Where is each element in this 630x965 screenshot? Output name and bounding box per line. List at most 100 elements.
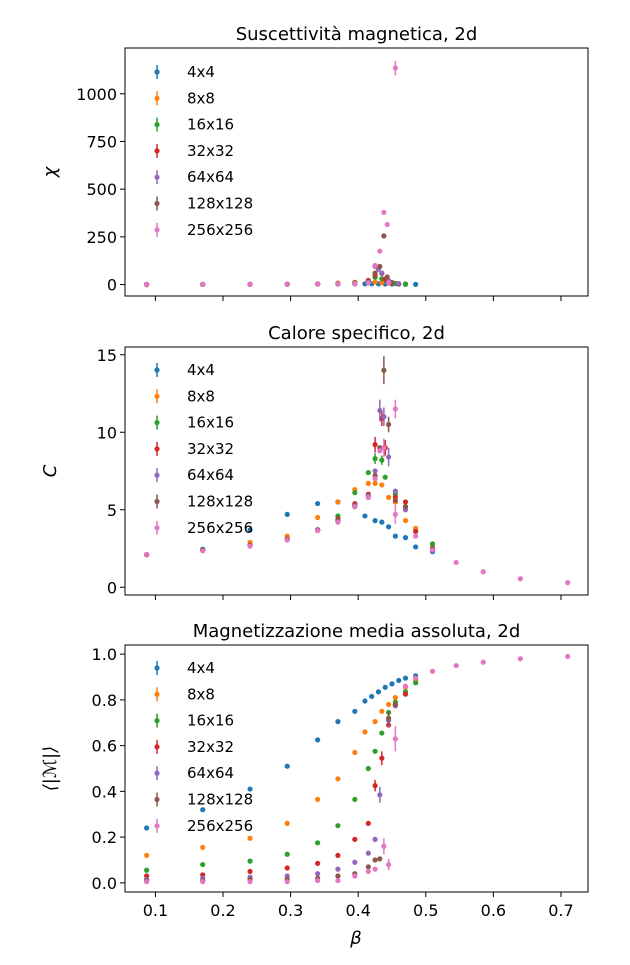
data-point [392,406,398,412]
legend-label: 32x32 [187,440,234,458]
data-point [144,879,150,885]
legend-label: 8x8 [187,89,215,107]
data-point [379,519,385,525]
data-point [372,719,378,725]
data-point [362,513,368,519]
legend-label: 64x64 [187,168,234,186]
data-point [365,868,371,875]
data-point [379,730,385,736]
series-256x256 [144,653,571,885]
data-point [365,765,371,772]
series-256x256 [144,60,398,288]
y-axis-label: χ [40,165,61,178]
data-point [379,755,385,761]
data-point [402,518,409,524]
legend-label: 256x256 [187,817,253,835]
data-point [352,504,358,510]
legend: 4x4 8x8 16x16 32x32 64x64 128x128 256x256 [154,659,253,835]
data-point [315,877,321,884]
data-point [365,280,371,286]
data-point [365,494,371,500]
legend-marker-dot [154,796,160,803]
data-point [429,668,436,674]
data-point [379,482,385,488]
data-point [372,748,378,754]
plot-frame [124,644,589,893]
legend-marker-dot [154,69,160,75]
data-point [352,749,358,756]
data-point [352,836,358,842]
data-point [381,445,387,451]
legend-label: 128x128 [187,195,253,213]
data-point [200,879,206,885]
data-point [335,519,341,525]
data-point [365,820,371,826]
y-tick-label: 0.4 [92,782,117,801]
legend-label: 8x8 [187,387,215,405]
data-point [565,580,571,586]
legend-marker-dot [154,744,160,750]
data-point [392,695,398,701]
data-point [392,736,398,742]
legend-label: 256x256 [187,221,253,239]
legend-marker-dot [154,174,160,180]
chart-title: Suscettività magnetica, 2d [236,24,478,45]
y-axis-label: ⟨|ℳ|⟩ [40,746,61,791]
data-point [372,866,378,872]
data-point [379,708,385,714]
data-point [372,518,378,524]
y-tick-label: 0 [107,276,117,295]
data-point [284,537,290,543]
data-point [200,548,206,554]
data-point [565,653,571,660]
data-point [315,796,321,802]
plot-frame [124,47,589,297]
legend: 4x4 8x8 16x16 32x32 64x64 128x128 256x256 [154,63,253,239]
legend-marker-dot [154,367,160,373]
data-point [372,270,378,276]
data-point [315,281,321,287]
legend-marker-dot [154,823,160,829]
legend-label: 4x4 [187,659,215,677]
y-tick-label: 5 [107,501,117,520]
legend-marker-dot [154,95,160,101]
legend-label: 16x16 [187,414,234,432]
data-point [284,511,290,517]
data-point [144,852,150,859]
data-point [284,820,290,826]
data-point [284,879,290,885]
data-point [335,823,341,829]
x-tick-label: 0.2 [210,901,235,920]
y-tick-label: 1000 [76,85,117,104]
x-tick-label: 0.1 [143,901,168,920]
legend-label: 8x8 [187,685,215,703]
data-point [352,490,358,496]
data-point [413,528,419,535]
data-point [429,541,436,547]
y-tick-label: 0.0 [92,874,117,893]
data-point [365,480,371,486]
data-point [247,868,253,875]
data-point [247,786,253,792]
data-point [284,851,290,857]
legend-marker-dot [154,691,160,697]
data-point [402,504,409,510]
data-point [315,737,321,743]
data-point [375,689,382,695]
data-point [365,850,371,856]
data-point [386,524,392,530]
data-point [386,494,392,500]
data-point [392,511,398,517]
data-point [453,662,459,669]
legend-marker-dot [154,446,160,452]
legend-label: 128x128 [187,791,253,809]
legend-marker-dot [154,472,160,478]
series-256x256 [144,399,571,586]
data-point [377,792,383,798]
data-point [402,535,409,541]
data-point [392,488,398,494]
data-point [335,877,341,884]
legend-marker-dot [154,770,160,776]
y-tick-label: 0.2 [92,828,117,847]
